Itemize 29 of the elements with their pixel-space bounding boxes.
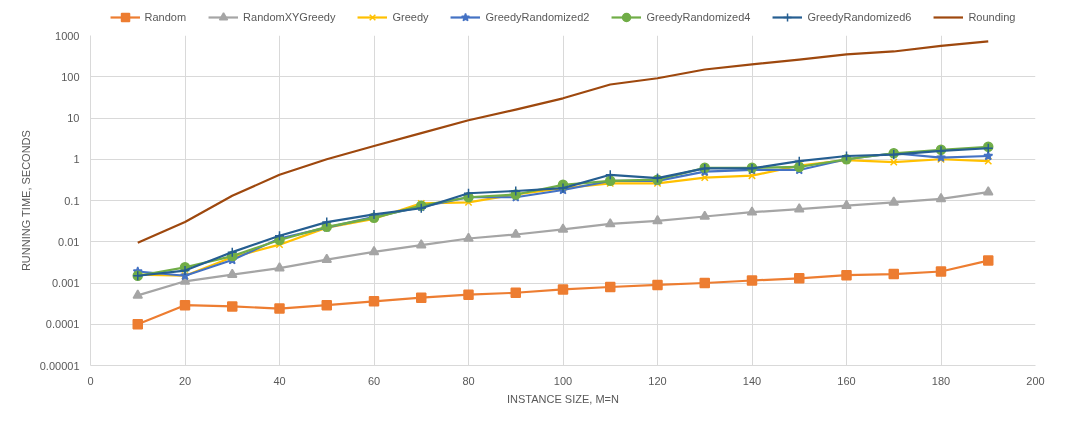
x-tick-label: 100 xyxy=(553,374,573,387)
y-tick-label: 0.00001 xyxy=(39,359,80,372)
x-tick-label: 80 xyxy=(462,374,475,387)
x-tick-label: 120 xyxy=(648,374,667,387)
y-tick-label: 0.0001 xyxy=(45,318,80,331)
y-tick-label: 1 xyxy=(73,153,80,166)
y-tick-label: 0.001 xyxy=(51,277,80,289)
legend-label: GreedyRandomized4 xyxy=(646,11,751,23)
y-tick-label: 10 xyxy=(67,112,80,124)
legend-label: Rounding xyxy=(968,11,1016,23)
y-axis-title: RUNNING TIME, SECONDS xyxy=(19,130,32,272)
x-tick-label: 60 xyxy=(367,374,381,387)
legend-label: GreedyRandomized6 xyxy=(807,11,912,23)
x-tick-label: 0 xyxy=(87,374,94,387)
y-tick-label: 100 xyxy=(61,70,80,83)
x-tick-label: 20 xyxy=(178,374,192,387)
legend-label: Random xyxy=(144,11,187,23)
legend-label: Greedy xyxy=(392,11,429,23)
x-tick-label: 140 xyxy=(742,374,762,387)
x-tick-label: 180 xyxy=(931,374,951,387)
x-tick-label: 160 xyxy=(837,374,856,387)
y-tick-label: 1000 xyxy=(55,29,80,42)
x-axis-title: INSTANCE SIZE, M=N xyxy=(507,392,620,405)
legend-label: RandomXYGreedy xyxy=(243,11,336,23)
x-tick-label: 200 xyxy=(1026,374,1045,387)
legend-label: GreedyRandomized2 xyxy=(485,11,590,23)
y-tick-label: 0.01 xyxy=(58,235,80,248)
y-tick-label: 0.1 xyxy=(64,194,80,207)
x-tick-label: 40 xyxy=(273,374,286,387)
